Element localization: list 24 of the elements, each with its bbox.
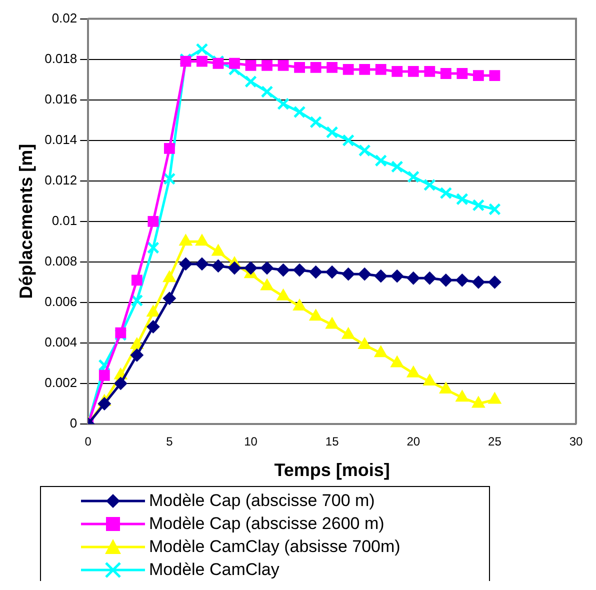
legend-label: Modèle CamClay (absisse 700m): [149, 536, 400, 556]
x-tick-label: 30: [569, 434, 583, 449]
y-tick-label: 0.01: [52, 212, 78, 228]
y-tick-label: 0.014: [44, 132, 78, 147]
y-tick-label: 0.016: [44, 91, 78, 106]
y-tick-label: 0.018: [44, 50, 78, 66]
x-tick-label: 15: [325, 434, 340, 449]
x-tick-label: 5: [166, 434, 174, 449]
y-tick-label: 0.004: [44, 334, 78, 350]
y-tick-label: 0.02: [52, 10, 78, 26]
y-axis-title: Déplacements [m]: [16, 144, 36, 299]
legend-label: Modèle Cap (abscisse 2600 m): [149, 514, 384, 534]
x-tick-label: 25: [488, 434, 502, 449]
legend-label: Modèle Cap (abscisse 700 m): [149, 490, 375, 510]
y-tick-label: 0: [70, 416, 78, 431]
x-tick-label: 20: [406, 434, 420, 449]
x-tick-label: 0: [84, 434, 92, 449]
y-tick-label: 0.002: [44, 375, 78, 390]
y-tick-label: 0.012: [44, 172, 78, 188]
x-tick-label: 10: [244, 434, 258, 449]
legend-label: Modèle CamClay: [149, 560, 280, 580]
y-tick-label: 0.008: [44, 254, 78, 268]
y-tick-label: 0.006: [44, 294, 78, 310]
x-axis-title: Temps [mois]: [274, 460, 390, 480]
